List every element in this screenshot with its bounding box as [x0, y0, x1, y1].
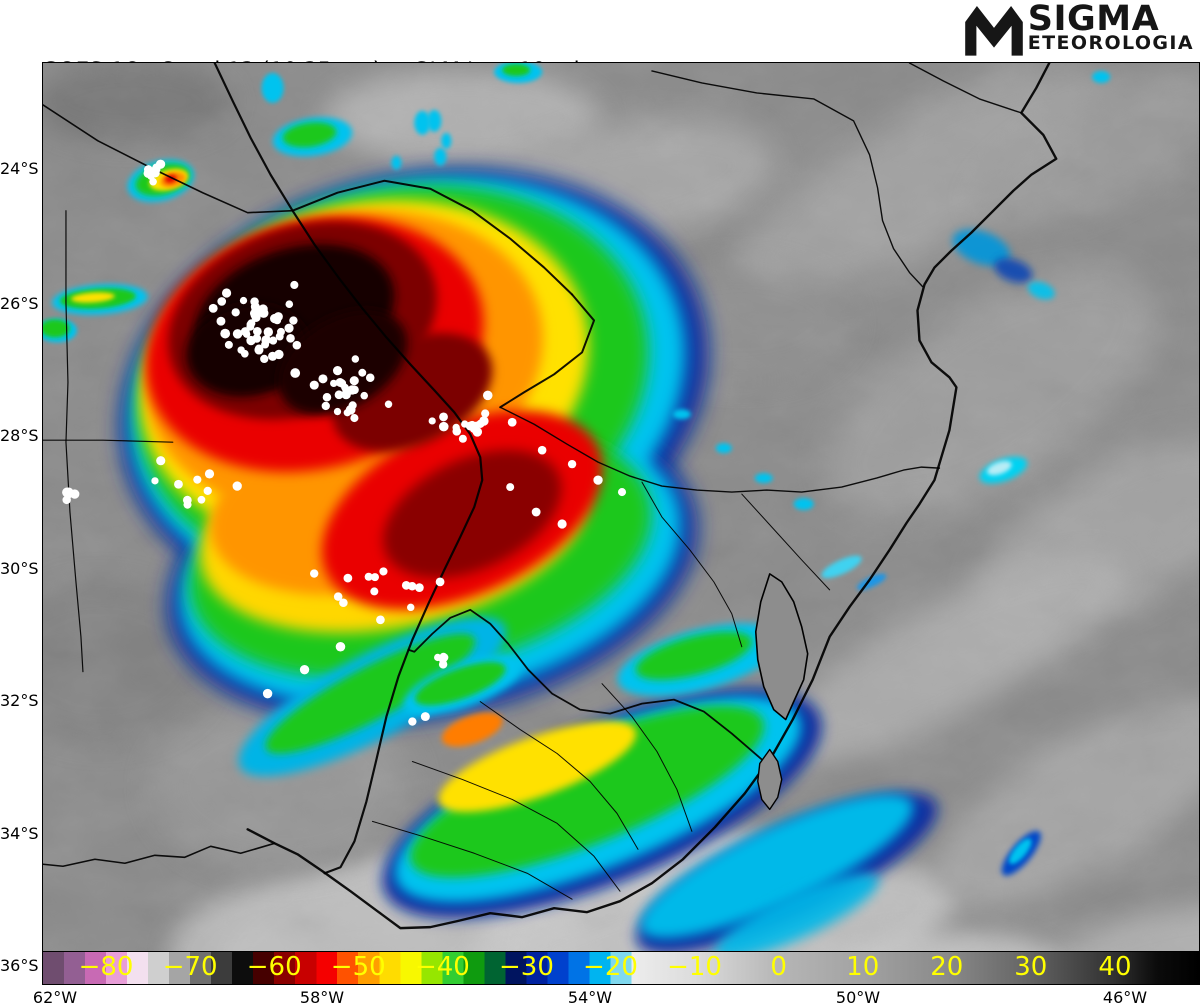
colorbar-tick: −10	[667, 951, 722, 982]
lon-label: 46°W	[1102, 988, 1148, 1007]
logo-word-sigma: SIGMA	[1027, 0, 1160, 39]
lon-label: 50°W	[835, 988, 881, 1007]
lon-label: 62°W	[32, 988, 78, 1007]
colorbar-tick: −40	[414, 951, 470, 982]
lon-label: 58°W	[299, 988, 345, 1007]
logo-m-icon	[964, 6, 1023, 56]
lat-label: 34°S	[0, 824, 39, 843]
colorbar-tick: −30	[499, 951, 554, 982]
logo-text: SIGMA ETEOROLOGIA	[1027, 0, 1194, 54]
colorbar-tick: 0	[770, 951, 787, 982]
colorbar-tick: 40	[1098, 951, 1132, 982]
lon-label: 54°W	[567, 988, 613, 1007]
temperature-colorbar: −80 −70 −60 −50 −40 −30 −20 −10 0 10 20 30 40	[43, 951, 1199, 984]
lat-label: 26°S	[0, 294, 39, 313]
colorbar-tick: −60	[246, 951, 302, 982]
lat-label: 24°S	[0, 159, 39, 178]
colorbar-tick: 30	[1014, 951, 1048, 982]
colorbar-tick: −50	[330, 951, 386, 982]
sigma-meteorologia-logo: SIGMA ETEOROLOGIA	[962, 0, 1194, 57]
logo-word-meteorologia: ETEOROLOGIA	[1027, 32, 1194, 54]
colorbar-tick: 10	[846, 951, 880, 982]
colorbar-tick: −80	[78, 951, 134, 982]
satellite-image	[43, 63, 1199, 984]
colorbar-tick: −70	[162, 951, 218, 982]
colorbar-tick: −20	[583, 951, 638, 982]
lat-label: 30°S	[0, 559, 39, 578]
lat-label: 32°S	[0, 691, 39, 710]
lat-label: 36°S	[0, 956, 39, 975]
lat-label: 28°S	[0, 426, 39, 445]
colorbar-tick: 20	[930, 951, 964, 982]
satellite-map: −80 −70 −60 −50 −40 −30 −20 −10 0 10 20 30 40	[42, 62, 1200, 985]
